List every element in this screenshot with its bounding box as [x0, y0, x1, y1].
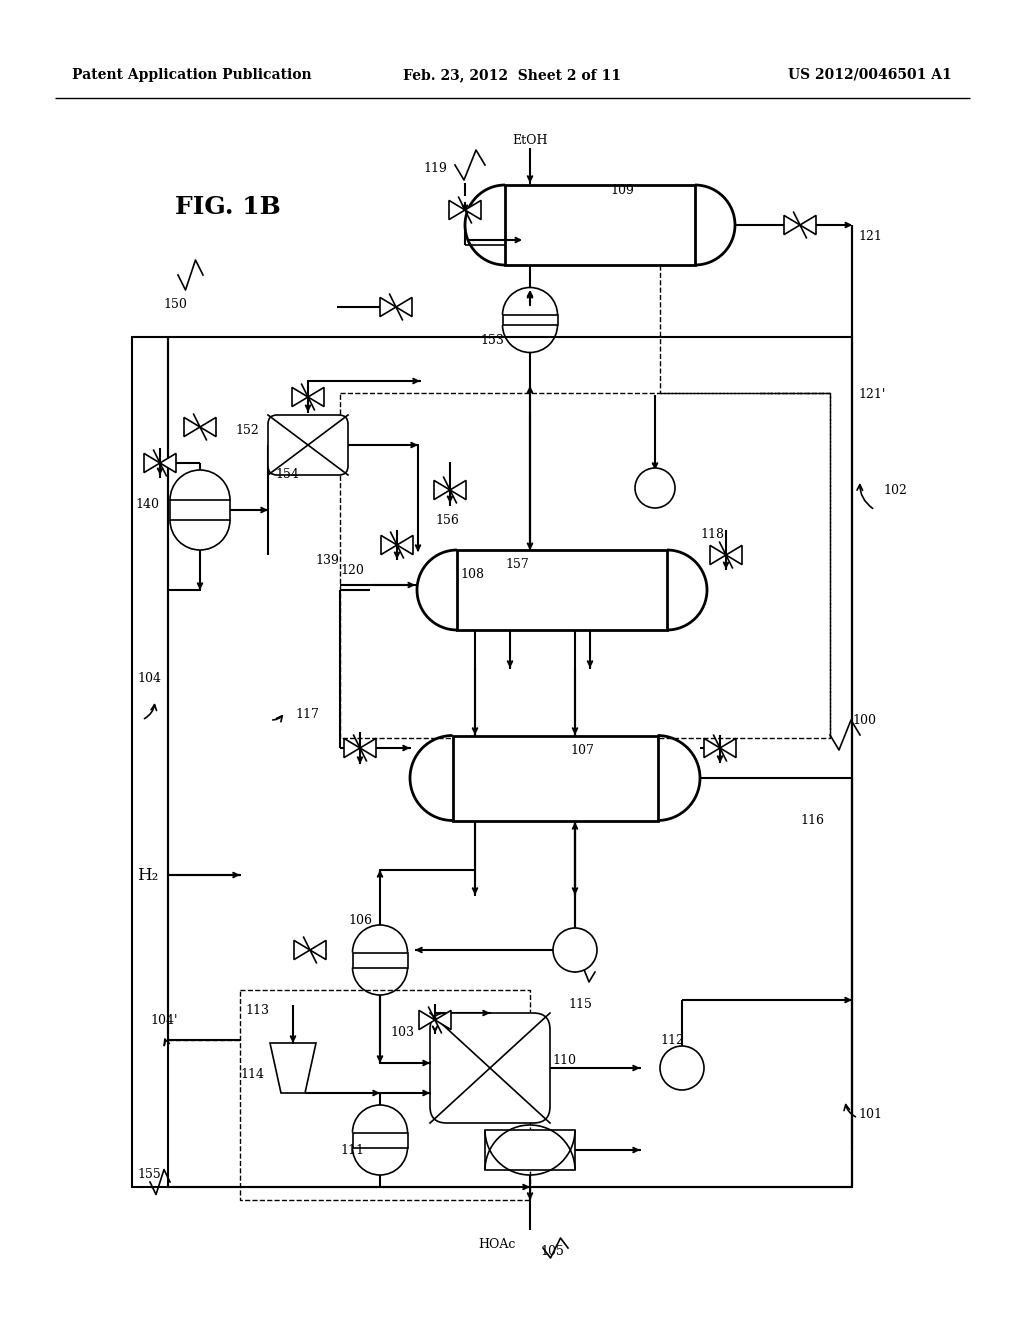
Polygon shape: [310, 940, 326, 960]
Bar: [453, 735, 657, 821]
Text: 153: 153: [480, 334, 504, 346]
Circle shape: [553, 928, 597, 972]
Text: 104': 104': [150, 1014, 177, 1027]
Polygon shape: [294, 940, 310, 960]
Text: 157: 157: [505, 558, 528, 572]
Text: 114: 114: [240, 1068, 264, 1081]
Polygon shape: [450, 480, 466, 499]
Bar: [132, 337, 852, 1187]
Bar: [340, 393, 830, 738]
Text: 105: 105: [540, 1245, 564, 1258]
Text: 107: 107: [570, 743, 594, 756]
Polygon shape: [308, 387, 324, 407]
Text: 116: 116: [800, 813, 824, 826]
Text: 152: 152: [234, 424, 259, 437]
Text: 121': 121': [858, 388, 886, 401]
FancyBboxPatch shape: [268, 414, 348, 475]
Polygon shape: [200, 417, 216, 437]
Text: 106: 106: [348, 913, 372, 927]
Bar: [240, 990, 530, 1200]
Polygon shape: [784, 215, 800, 235]
Polygon shape: [184, 417, 200, 437]
Polygon shape: [160, 453, 176, 473]
Text: Feb. 23, 2012  Sheet 2 of 11: Feb. 23, 2012 Sheet 2 of 11: [403, 69, 621, 82]
Polygon shape: [435, 1010, 451, 1030]
Text: 101: 101: [858, 1109, 882, 1122]
Bar: [505, 185, 695, 265]
Bar: [485, 1130, 575, 1170]
Polygon shape: [434, 480, 450, 499]
Text: 113: 113: [245, 1003, 269, 1016]
Text: 100: 100: [852, 714, 876, 726]
Bar: [352, 953, 408, 968]
Bar: [457, 550, 667, 630]
Polygon shape: [292, 387, 308, 407]
Polygon shape: [380, 297, 396, 317]
Text: 150: 150: [163, 298, 186, 312]
Polygon shape: [381, 536, 397, 554]
Text: Patent Application Publication: Patent Application Publication: [72, 69, 311, 82]
Text: 156: 156: [435, 513, 459, 527]
Circle shape: [635, 469, 675, 508]
Text: 154: 154: [275, 469, 299, 482]
Polygon shape: [270, 1043, 316, 1093]
Polygon shape: [465, 201, 481, 219]
Polygon shape: [720, 738, 736, 758]
Text: 108: 108: [460, 569, 484, 582]
Text: 115: 115: [568, 998, 592, 1011]
Text: 117: 117: [295, 709, 318, 722]
Polygon shape: [397, 536, 413, 554]
Text: 102: 102: [883, 483, 907, 496]
Polygon shape: [396, 297, 412, 317]
Text: FIG. 1B: FIG. 1B: [175, 195, 281, 219]
Text: 139: 139: [315, 553, 339, 566]
Text: 112: 112: [660, 1034, 684, 1047]
Text: HOAc: HOAc: [478, 1238, 516, 1251]
Text: 118: 118: [700, 528, 724, 541]
Text: 120: 120: [340, 564, 364, 577]
Bar: [352, 1133, 408, 1147]
Polygon shape: [344, 738, 360, 758]
Circle shape: [660, 1045, 705, 1090]
Text: US 2012/0046501 A1: US 2012/0046501 A1: [788, 69, 952, 82]
Text: 155: 155: [137, 1168, 161, 1181]
Text: EtOH: EtOH: [512, 133, 548, 147]
Polygon shape: [360, 738, 376, 758]
Polygon shape: [800, 215, 816, 235]
Polygon shape: [726, 545, 742, 565]
Text: 109: 109: [610, 183, 634, 197]
Polygon shape: [419, 1010, 435, 1030]
Polygon shape: [144, 453, 160, 473]
Text: H₂: H₂: [137, 866, 159, 883]
Bar: [503, 315, 557, 325]
Bar: [170, 500, 230, 520]
Text: 121: 121: [858, 230, 882, 243]
Polygon shape: [449, 201, 465, 219]
Text: 110: 110: [552, 1053, 575, 1067]
Text: 103: 103: [390, 1026, 414, 1039]
Text: 119: 119: [423, 161, 447, 174]
Polygon shape: [705, 738, 720, 758]
Text: 111: 111: [340, 1143, 364, 1156]
Polygon shape: [710, 545, 726, 565]
Text: 140: 140: [135, 499, 159, 511]
FancyBboxPatch shape: [430, 1012, 550, 1123]
Text: 104: 104: [137, 672, 161, 685]
